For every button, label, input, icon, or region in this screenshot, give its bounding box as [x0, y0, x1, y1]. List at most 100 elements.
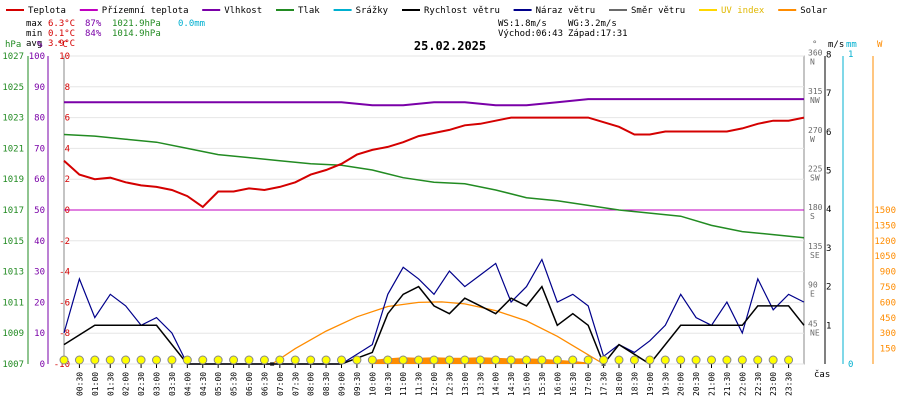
- uv-sun-marker: [229, 355, 239, 365]
- uv-sun-marker: [707, 355, 716, 365]
- tick-label-hpa: 1021: [2, 144, 24, 154]
- tick-label-direction: NE: [810, 328, 820, 337]
- legend-label-8: UV index: [721, 6, 765, 16]
- tick-label-hpa: 1011: [2, 298, 24, 308]
- tick-label-celsius: 4: [65, 144, 70, 154]
- tick-label-percent: 50: [34, 206, 45, 216]
- tick-label-time: 10:00: [368, 372, 377, 396]
- chart-date: 25.02.2025: [414, 39, 486, 53]
- tick-label-direction: SE: [810, 251, 820, 260]
- legend-label-9: Solar: [800, 6, 828, 16]
- tick-label-hpa: 1019: [2, 175, 24, 185]
- tick-label-time: 00:30: [75, 372, 84, 396]
- wind-speed-line: [63, 285, 805, 366]
- tick-label-time: 19:30: [661, 372, 670, 396]
- uv-sun-marker: [537, 355, 547, 365]
- tick-label-time: 10:30: [384, 372, 393, 396]
- uv-sun-marker: [753, 355, 763, 365]
- tick-label-celsius: 0: [65, 206, 70, 216]
- stat-max-rain: 0.0mm: [178, 19, 205, 29]
- tick-label-percent: 0: [40, 360, 45, 370]
- unit-watt: W: [877, 40, 883, 50]
- humidity-line: [64, 98, 804, 107]
- tick-label-time: 22:00: [738, 372, 747, 396]
- tick-label-direction: SW: [810, 174, 820, 183]
- tick-label-percent: 60: [34, 175, 45, 185]
- uv-sun-marker: [568, 355, 578, 365]
- tick-label-time: 04:00: [183, 372, 192, 396]
- tick-label-time: 15:00: [523, 372, 532, 396]
- tick-label-mm: 1: [848, 50, 853, 60]
- uv-sun-marker: [167, 355, 177, 365]
- tick-label-time: 01:00: [91, 372, 100, 396]
- tick-label-degrees: 45: [808, 319, 818, 328]
- tick-label-time: 20:30: [692, 372, 701, 396]
- tick-label-time: 12:00: [430, 372, 439, 396]
- legend: Teplota Přízemní teplota Vlhkost Tlak Srážky…: [6, 6, 828, 16]
- tick-label-celsius: -10: [54, 360, 70, 370]
- plot-area: [59, 98, 805, 366]
- pressure-line: [63, 133, 805, 239]
- legend-label-6: Náraz větru: [536, 6, 596, 16]
- uv-sun-marker: [429, 355, 439, 365]
- tick-label-direction: N: [810, 57, 815, 66]
- tick-label-percent: 70: [34, 144, 45, 154]
- uv-sun-marker: [198, 355, 208, 365]
- uv-sun-marker: [599, 355, 609, 365]
- uv-sun-marker: [444, 355, 454, 365]
- tick-label-time: 07:00: [276, 372, 285, 396]
- uv-sun-marker: [136, 355, 146, 365]
- tick-label-time: 16:30: [569, 372, 578, 396]
- tick-label-hpa: 1007: [2, 360, 24, 370]
- tick-label-ms: 7: [826, 89, 831, 99]
- stat-max-press: 1021.9hPa: [112, 19, 161, 29]
- tick-label-watt: 600: [880, 298, 896, 308]
- tick-label-time: 16:00: [553, 372, 562, 396]
- info-sunset: Západ:17:31: [568, 29, 628, 39]
- unit-percent: %: [37, 40, 43, 50]
- tick-label-ms: 6: [826, 128, 831, 138]
- uv-sun-marker: [676, 355, 686, 365]
- tick-label-time: 06:30: [260, 372, 269, 396]
- uv-sun-marker: [105, 355, 115, 365]
- legend-label-7: Směr větru: [631, 6, 685, 16]
- tick-label-hpa: 1023: [2, 114, 24, 124]
- tick-label-degrees: 270: [808, 126, 823, 135]
- tick-label-direction: S: [810, 212, 815, 221]
- legend-label-1: Přízemní teplota: [102, 6, 189, 16]
- uv-sun-marker: [337, 355, 346, 365]
- uv-sun-marker: [259, 355, 269, 365]
- temperature-line: [63, 116, 805, 209]
- info-block: WS:1.8m/s WG:3.2m/s Východ:06:43 Západ:1…: [498, 19, 628, 39]
- legend-label-0: Teplota: [28, 6, 66, 16]
- axes: 1027102510231021101910171015101310111009…: [2, 48, 896, 396]
- tick-label-time: 13:30: [476, 372, 485, 396]
- unit-ms: m/s: [828, 40, 844, 50]
- tick-label-ms: 1: [826, 321, 831, 331]
- tick-label-celsius: 6: [65, 114, 70, 124]
- uv-sun-marker: [784, 355, 794, 365]
- stat-min-temp: 0.1°C: [48, 29, 75, 39]
- uv-sun-marker: [152, 355, 161, 365]
- tick-label-time: 14:30: [507, 372, 516, 396]
- tick-label-percent: 20: [34, 298, 45, 308]
- uv-sun-marker: [398, 355, 408, 365]
- uv-sun-marker: [321, 355, 331, 365]
- tick-label-celsius: 10: [59, 52, 70, 62]
- stat-avg-temp: 3.9°C: [48, 39, 75, 49]
- uv-sun-marker: [691, 355, 701, 365]
- tick-label-percent: 100: [29, 52, 45, 62]
- uv-sun-marker: [506, 355, 516, 365]
- uv-sun-marker: [552, 355, 562, 365]
- tick-label-celsius: 8: [65, 83, 70, 93]
- tick-label-celsius: 2: [65, 175, 70, 185]
- uv-sun-marker: [59, 355, 69, 365]
- tick-label-time: 22:30: [754, 372, 763, 396]
- solar-line: [271, 301, 604, 365]
- unit-time: čas: [814, 369, 830, 380]
- uv-sun-marker: [74, 355, 84, 365]
- tick-label-watt: 1200: [874, 237, 896, 247]
- tick-label-time: 05:00: [214, 372, 223, 396]
- stat-max-temp: 6.3°C: [48, 19, 75, 29]
